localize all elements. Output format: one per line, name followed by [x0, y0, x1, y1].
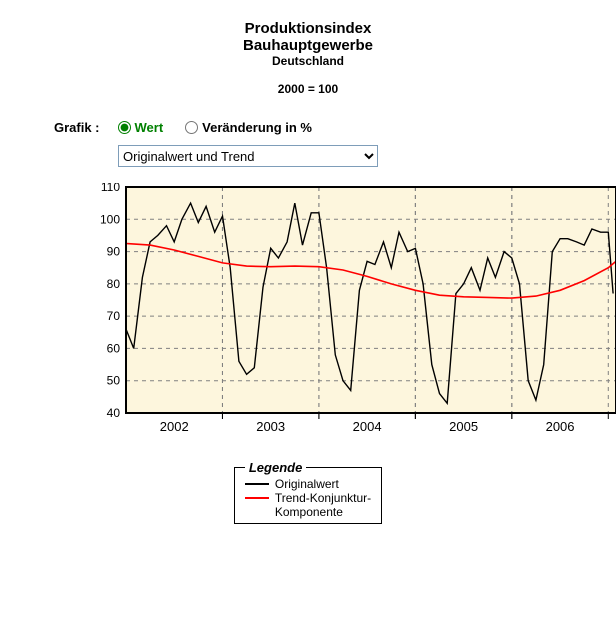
svg-text:110: 110 [101, 183, 120, 194]
svg-text:90: 90 [107, 245, 121, 259]
legend-label: Trend-Konjunktur- [275, 491, 371, 505]
series-select[interactable]: Originalwert und Trend [118, 145, 378, 167]
legend-item: Komponente [245, 505, 371, 519]
legend-label: Komponente [275, 505, 343, 519]
grafik-label: Grafik : [54, 120, 100, 135]
svg-text:2004: 2004 [353, 419, 382, 434]
svg-text:2003: 2003 [256, 419, 285, 434]
svg-text:80: 80 [107, 277, 121, 291]
svg-text:70: 70 [107, 309, 121, 323]
legend-label: Originalwert [275, 477, 339, 491]
page-title-line3: Deutschland [40, 54, 576, 68]
svg-text:2002: 2002 [160, 419, 189, 434]
legend-item: Trend-Konjunktur- [245, 491, 371, 505]
radio-veraenderung[interactable]: Veränderung in % [185, 120, 312, 135]
svg-text:2005: 2005 [449, 419, 478, 434]
legend-swatch [245, 511, 269, 513]
radio-veraenderung-input[interactable] [185, 121, 198, 134]
svg-text:40: 40 [107, 406, 121, 420]
radio-veraenderung-label: Veränderung in % [202, 120, 312, 135]
svg-text:50: 50 [107, 374, 121, 388]
legend-swatch [245, 497, 269, 499]
radio-wert-input[interactable] [118, 121, 131, 134]
page-title-line1: Produktionsindex [40, 20, 576, 37]
svg-text:2006: 2006 [546, 419, 575, 434]
page-title-line4: 2000 = 100 [40, 82, 576, 96]
legend-box: Legende OriginalwertTrend-Konjunktur-Kom… [234, 460, 382, 524]
radio-wert-label: Wert [135, 120, 164, 135]
line-chart: 40 50 60 70 80 90 100 110 2002 2003 2004 2005 2006 [94, 183, 616, 437]
view-radio-group: Wert Veränderung in % [118, 120, 312, 135]
legend-title: Legende [245, 460, 306, 475]
page-title-line2: Bauhauptgewerbe [40, 37, 576, 54]
legend-swatch [245, 483, 269, 485]
legend-item: Originalwert [245, 477, 371, 491]
svg-text:60: 60 [107, 341, 121, 355]
radio-wert[interactable]: Wert [118, 120, 164, 135]
svg-text:100: 100 [100, 212, 120, 226]
